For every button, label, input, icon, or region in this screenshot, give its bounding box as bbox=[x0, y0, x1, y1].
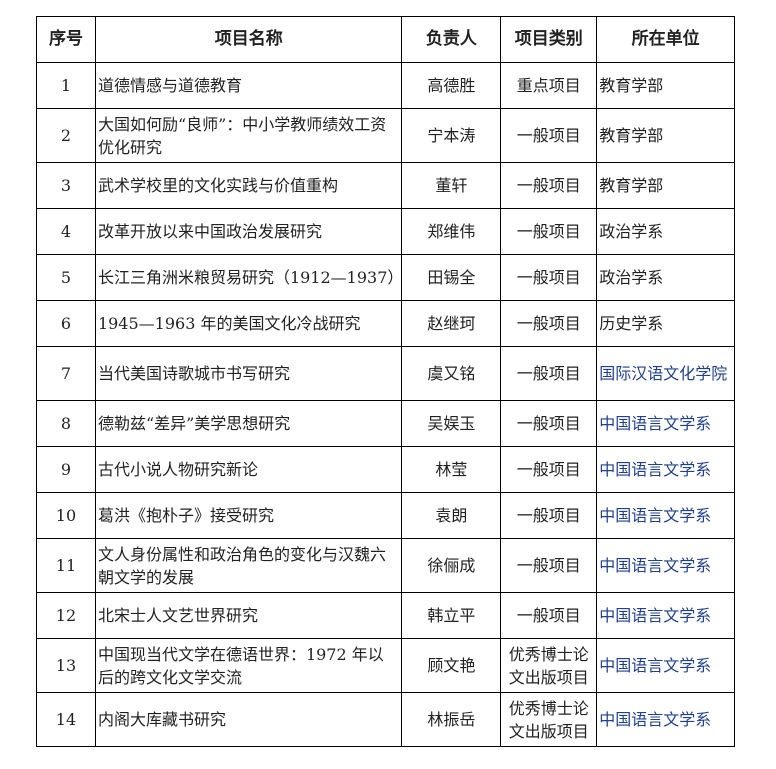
table-row: 7 当代美国诗歌城市书写研究 虞又铭 一般项目 国际汉语文化学院 bbox=[36, 346, 735, 401]
row-number: 6 bbox=[36, 300, 96, 347]
table-row: 12 北宋士人文艺世界研究 韩立平 一般项目 中国语言文学系 bbox=[36, 592, 735, 639]
row-number: 5 bbox=[36, 254, 96, 301]
project-type: 一般项目 bbox=[500, 346, 598, 401]
row-number: 14 bbox=[36, 692, 96, 747]
project-unit: 历史学系 bbox=[596, 300, 735, 347]
project-name: 葛洪《抱朴子》接受研究 bbox=[94, 492, 403, 539]
project-unit: 中国语言文学系 bbox=[596, 692, 735, 747]
project-type: 一般项目 bbox=[500, 538, 598, 593]
row-number: 13 bbox=[36, 638, 96, 693]
project-name: 文人身份属性和政治角色的变化与汉魏六朝文学的发展 bbox=[94, 538, 403, 593]
project-unit: 国际汉语文化学院 bbox=[596, 346, 735, 401]
project-lead: 董轩 bbox=[401, 162, 502, 209]
row-number: 8 bbox=[36, 400, 96, 447]
project-unit: 教育学部 bbox=[596, 108, 735, 163]
project-type: 一般项目 bbox=[500, 254, 598, 301]
project-name: 大国如何励“良师”：中小学教师绩效工资优化研究 bbox=[94, 108, 403, 163]
project-lead: 高德胜 bbox=[401, 62, 502, 109]
project-lead: 林莹 bbox=[401, 446, 502, 493]
project-name: 内阁大库藏书研究 bbox=[94, 692, 403, 747]
project-unit: 教育学部 bbox=[596, 62, 735, 109]
row-number: 4 bbox=[36, 208, 96, 255]
project-name: 当代美国诗歌城市书写研究 bbox=[94, 346, 403, 401]
project-name: 1945—1963 年的美国文化冷战研究 bbox=[94, 300, 403, 347]
project-type: 一般项目 bbox=[500, 162, 598, 209]
row-number: 1 bbox=[36, 62, 96, 109]
project-type: 一般项目 bbox=[500, 492, 598, 539]
header-unit: 所在单位 bbox=[596, 16, 735, 63]
project-lead: 顾文艳 bbox=[401, 638, 502, 693]
project-name: 中国现当代文学在德语世界：1972 年以后的跨文化文学交流 bbox=[94, 638, 403, 693]
project-lead: 郑维伟 bbox=[401, 208, 502, 255]
project-type: 重点项目 bbox=[500, 62, 598, 109]
table-row: 5 长江三角洲米粮贸易研究（1912—1937） 田锡全 一般项目 政治学系 bbox=[36, 254, 735, 301]
table-row: 9 古代小说人物研究新论 林莹 一般项目 中国语言文学系 bbox=[36, 446, 735, 493]
table-row: 1 道德情感与道德教育 高德胜 重点项目 教育学部 bbox=[36, 62, 735, 109]
project-lead: 赵继珂 bbox=[401, 300, 502, 347]
project-lead: 宁本涛 bbox=[401, 108, 502, 163]
table-row: 6 1945—1963 年的美国文化冷战研究 赵继珂 一般项目 历史学系 bbox=[36, 300, 735, 347]
project-unit: 中国语言文学系 bbox=[596, 492, 735, 539]
project-unit: 政治学系 bbox=[596, 254, 735, 301]
project-name: 改革开放以来中国政治发展研究 bbox=[94, 208, 403, 255]
project-lead: 韩立平 bbox=[401, 592, 502, 639]
project-lead: 林振岳 bbox=[401, 692, 502, 747]
project-type: 优秀博士论文出版项目 bbox=[500, 692, 598, 747]
row-number: 9 bbox=[36, 446, 96, 493]
project-unit: 中国语言文学系 bbox=[596, 446, 735, 493]
project-unit: 政治学系 bbox=[596, 208, 735, 255]
project-type: 一般项目 bbox=[500, 208, 598, 255]
project-type: 优秀博士论文出版项目 bbox=[500, 638, 598, 693]
table-row: 13 中国现当代文学在德语世界：1972 年以后的跨文化文学交流 顾文艳 优秀博士论文… bbox=[36, 638, 735, 693]
project-type: 一般项目 bbox=[500, 108, 598, 163]
table-row: 2 大国如何励“良师”：中小学教师绩效工资优化研究 宁本涛 一般项目 教育学部 bbox=[36, 108, 735, 163]
row-number: 12 bbox=[36, 592, 96, 639]
project-lead: 吴娱玉 bbox=[401, 400, 502, 447]
table-row: 14 内阁大库藏书研究 林振岳 优秀博士论文出版项目 中国语言文学系 bbox=[36, 692, 735, 747]
row-number: 2 bbox=[36, 108, 96, 163]
project-name: 德勒兹“差异”美学思想研究 bbox=[94, 400, 403, 447]
table-row: 11 文人身份属性和政治角色的变化与汉魏六朝文学的发展 徐俪成 一般项目 中国语言文学系 bbox=[36, 538, 735, 593]
project-type: 一般项目 bbox=[500, 400, 598, 447]
project-unit: 中国语言文学系 bbox=[596, 400, 735, 447]
project-type: 一般项目 bbox=[500, 300, 598, 347]
table-row: 8 德勒兹“差异”美学思想研究 吴娱玉 一般项目 中国语言文学系 bbox=[36, 400, 735, 447]
project-name: 武术学校里的文化实践与价值重构 bbox=[94, 162, 403, 209]
row-number: 10 bbox=[36, 492, 96, 539]
project-name: 道德情感与道德教育 bbox=[94, 62, 403, 109]
project-name: 北宋士人文艺世界研究 bbox=[94, 592, 403, 639]
row-number: 7 bbox=[36, 346, 96, 401]
project-name: 长江三角洲米粮贸易研究（1912—1937） bbox=[94, 254, 403, 301]
project-lead: 徐俪成 bbox=[401, 538, 502, 593]
project-name: 古代小说人物研究新论 bbox=[94, 446, 403, 493]
project-lead: 田锡全 bbox=[401, 254, 502, 301]
row-number: 3 bbox=[36, 162, 96, 209]
project-type: 一般项目 bbox=[500, 592, 598, 639]
project-table: 序号 项目名称 负责人 项目类别 所在单位 1 道德情感与道德教育 高德胜 重点项目教… bbox=[36, 16, 735, 747]
header-type: 项目类别 bbox=[500, 16, 598, 63]
table-row: 4 改革开放以来中国政治发展研究 郑维伟 一般项目 政治学系 bbox=[36, 208, 735, 255]
header-no: 序号 bbox=[36, 16, 96, 63]
table-header-row: 序号 项目名称 负责人 项目类别 所在单位 bbox=[36, 16, 735, 63]
project-unit: 中国语言文学系 bbox=[596, 538, 735, 593]
project-unit: 中国语言文学系 bbox=[596, 638, 735, 693]
header-name: 项目名称 bbox=[94, 16, 403, 63]
project-type: 一般项目 bbox=[500, 446, 598, 493]
project-unit: 中国语言文学系 bbox=[596, 592, 735, 639]
table-row: 3 武术学校里的文化实践与价值重构 董轩 一般项目 教育学部 bbox=[36, 162, 735, 209]
project-lead: 袁朗 bbox=[401, 492, 502, 539]
project-lead: 虞又铭 bbox=[401, 346, 502, 401]
row-number: 11 bbox=[36, 538, 96, 593]
project-unit: 教育学部 bbox=[596, 162, 735, 209]
table-row: 10 葛洪《抱朴子》接受研究 袁朗 一般项目 中国语言文学系 bbox=[36, 492, 735, 539]
header-lead: 负责人 bbox=[401, 16, 502, 63]
